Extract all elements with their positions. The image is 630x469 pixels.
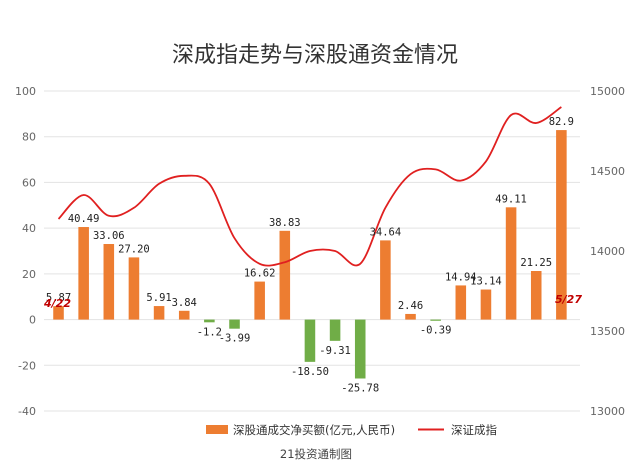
bar <box>229 319 240 329</box>
bar-value-label: 13.14 <box>470 276 502 288</box>
left-tick-label: 100 <box>15 85 36 98</box>
left-tick-label: 80 <box>22 131 36 144</box>
left-tick-label: 40 <box>22 222 36 235</box>
bar <box>354 319 366 379</box>
bar-value-label: 40.49 <box>68 213 100 225</box>
bar <box>430 319 441 321</box>
bar <box>103 244 115 320</box>
legend-line-label: 深证成指 <box>451 423 497 437</box>
bar-value-label: -1.2 <box>197 326 222 338</box>
bar <box>455 285 467 320</box>
right-tick-label: 15000 <box>590 85 625 98</box>
bar-value-label: 5.91 <box>146 292 171 304</box>
index-line <box>57 106 562 267</box>
left-tick-label: -40 <box>18 405 36 418</box>
bar-value-label: 27.20 <box>118 243 150 255</box>
bar <box>304 319 316 362</box>
bar <box>380 240 391 320</box>
right-tick-label: 13500 <box>590 325 625 338</box>
bar-value-label: 33.06 <box>93 230 125 242</box>
bar-value-label: -18.50 <box>291 366 329 378</box>
left-tick-label: 60 <box>22 176 36 189</box>
bar <box>505 207 517 320</box>
bar <box>329 319 341 341</box>
bar-value-label: 82.9 <box>549 116 574 128</box>
left-axis-ticks: 100 80 60 40 20 0 -20 -40 <box>15 85 36 418</box>
source-note: 21投资通制图 <box>280 447 352 461</box>
bar <box>128 257 140 320</box>
left-tick-label: 20 <box>22 268 36 281</box>
bar-value-label: 5.87 <box>46 292 71 304</box>
left-tick-label: 0 <box>29 314 36 327</box>
bar <box>204 319 215 323</box>
start-date-label: 4/22 <box>43 297 71 310</box>
bar-value-label: 2.46 <box>398 300 423 312</box>
bar <box>53 306 64 320</box>
end-date-label: 5/27 <box>555 293 582 306</box>
line-series <box>57 106 562 267</box>
bar <box>279 230 291 320</box>
left-tick-label: -20 <box>18 359 36 372</box>
right-tick-label: 14500 <box>590 165 625 178</box>
legend-bar-label: 深股通成交净买额(亿元,人民币) <box>233 423 395 437</box>
bar <box>405 313 416 320</box>
bar-value-label: 49.11 <box>495 193 527 205</box>
bar-value-label: -25.78 <box>341 382 379 394</box>
legend-bar-swatch <box>206 425 228 434</box>
chart-title: 深成指走势与深股通资金情况 <box>172 43 458 68</box>
right-axis-ticks: 15000 14500 14000 13500 13000 <box>590 85 625 418</box>
bar-series <box>53 130 567 379</box>
bar-value-label: 3.84 <box>172 297 197 309</box>
bar-value-label: 34.64 <box>370 226 402 238</box>
right-tick-label: 13000 <box>590 405 625 418</box>
bar-value-label: -3.99 <box>219 333 251 345</box>
bar <box>178 310 190 320</box>
legend: 深股通成交净买额(亿元,人民币) 深证成指 <box>206 423 497 437</box>
bar-value-label: -9.31 <box>319 345 351 357</box>
bar-value-label: 14.94 <box>445 271 477 283</box>
bar <box>530 271 542 320</box>
bar <box>153 306 165 320</box>
bar <box>556 130 567 320</box>
bar-value-label: 16.62 <box>244 268 276 280</box>
bar-value-label: 21.25 <box>520 257 552 269</box>
bar <box>480 289 492 320</box>
bar <box>254 281 265 320</box>
bar-value-label: 38.83 <box>269 217 301 229</box>
bar-value-label: -0.39 <box>420 324 452 336</box>
right-tick-label: 14000 <box>590 245 625 258</box>
bar <box>78 227 89 320</box>
